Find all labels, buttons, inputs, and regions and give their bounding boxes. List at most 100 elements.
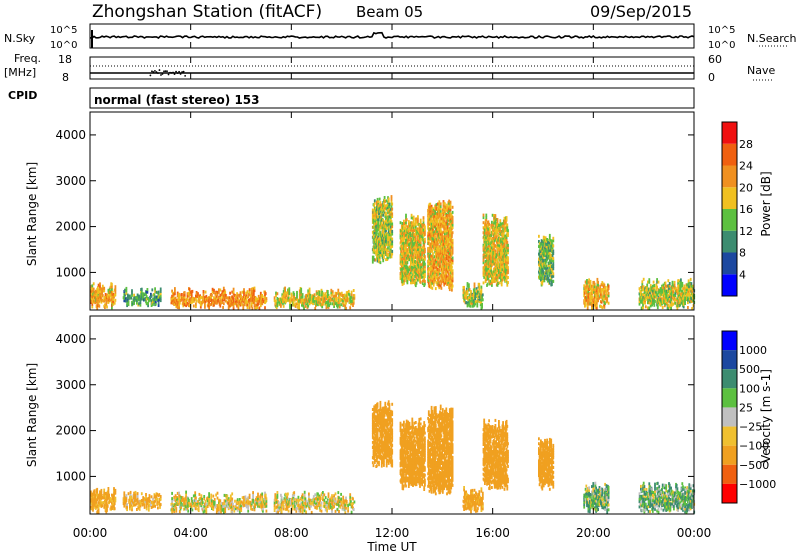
data-cell [447, 261, 450, 265]
data-cell [444, 234, 446, 238]
data-cell [149, 298, 152, 302]
data-cell [223, 298, 226, 302]
data-cell [281, 293, 284, 297]
data-cell [552, 244, 555, 248]
data-cell [673, 293, 675, 297]
data-cell [439, 202, 442, 206]
data-cell [505, 221, 507, 225]
data-cell [402, 239, 405, 242]
data-cell [603, 283, 606, 287]
data-cell [345, 301, 347, 305]
data-cell [385, 206, 388, 210]
data-cell [212, 301, 215, 305]
data-cell [410, 271, 412, 275]
data-cell [375, 227, 378, 231]
data-cell [493, 214, 495, 217]
data-cell [448, 202, 450, 206]
data-cell [468, 283, 470, 287]
freq-point [155, 71, 158, 73]
data-cell [451, 226, 454, 230]
data-cell [496, 220, 499, 224]
data-cell [428, 235, 431, 239]
data-cell [486, 268, 488, 272]
data-cell [440, 215, 443, 219]
data-cell [493, 229, 495, 233]
data-cell [669, 302, 672, 306]
data-cell [222, 286, 225, 290]
data-cell [404, 259, 407, 263]
data-cell [378, 237, 380, 241]
data-cell [667, 306, 670, 310]
data-cell [408, 272, 411, 276]
data-cell [241, 300, 243, 304]
data-cell [680, 280, 682, 284]
data-cell [159, 294, 162, 298]
data-cell [473, 282, 476, 286]
data-cell [661, 290, 664, 294]
data-cell [371, 260, 374, 264]
data-cell [493, 247, 495, 251]
data-cell [438, 202, 441, 206]
data-cell [338, 292, 341, 296]
data-cell [487, 220, 490, 224]
data-cell [587, 298, 590, 302]
data-cell [507, 258, 509, 262]
data-cell [449, 203, 452, 207]
data-cell [92, 508, 94, 512]
data-cell [679, 303, 682, 307]
data-cell [666, 292, 668, 296]
data-cell [505, 216, 508, 220]
data-cell [449, 205, 452, 209]
data-cell [229, 291, 231, 295]
data-cell [376, 220, 378, 224]
data-cell [408, 225, 411, 229]
data-cell [550, 273, 553, 277]
data-cell [656, 280, 658, 284]
data-cell [446, 262, 448, 266]
data-cell [290, 292, 293, 296]
data-cell [647, 306, 649, 310]
data-cell [218, 290, 220, 294]
data-cell [451, 251, 454, 255]
data-cell [506, 225, 509, 229]
data-cell [448, 237, 451, 241]
data-cell [420, 232, 423, 236]
data-cell [430, 268, 432, 272]
data-cell [408, 277, 411, 281]
data-cell [550, 261, 553, 265]
data-cell [123, 504, 126, 508]
data-cell [312, 299, 315, 303]
data-cell [407, 269, 409, 273]
data-cell [478, 300, 481, 303]
data-cell [492, 223, 495, 227]
data-cell [445, 243, 448, 247]
beam-label: Beam 05 [356, 3, 423, 21]
data-cell [338, 305, 341, 309]
data-cell [391, 225, 394, 228]
data-cell [304, 304, 307, 308]
data-cell [446, 225, 449, 228]
data-cell [234, 295, 237, 299]
data-cell [159, 292, 162, 296]
data-cell [197, 292, 199, 296]
data-cell [336, 299, 338, 303]
data-cell [242, 306, 245, 310]
data-cell [670, 306, 672, 310]
data-cell [500, 240, 502, 244]
nsky-line [89, 31, 695, 39]
data-cell [110, 295, 113, 299]
data-cell [291, 303, 293, 307]
data-cell [250, 299, 252, 303]
data-cell [329, 302, 332, 306]
data-cell [391, 239, 394, 243]
data-cell [236, 304, 238, 308]
data-cell [127, 294, 130, 298]
data-cell [321, 293, 324, 297]
data-cell [402, 251, 405, 255]
data-cell [126, 508, 128, 512]
data-cell [414, 250, 416, 254]
data-cell [495, 235, 498, 239]
data-cell [131, 302, 134, 306]
data-cell [387, 227, 390, 231]
